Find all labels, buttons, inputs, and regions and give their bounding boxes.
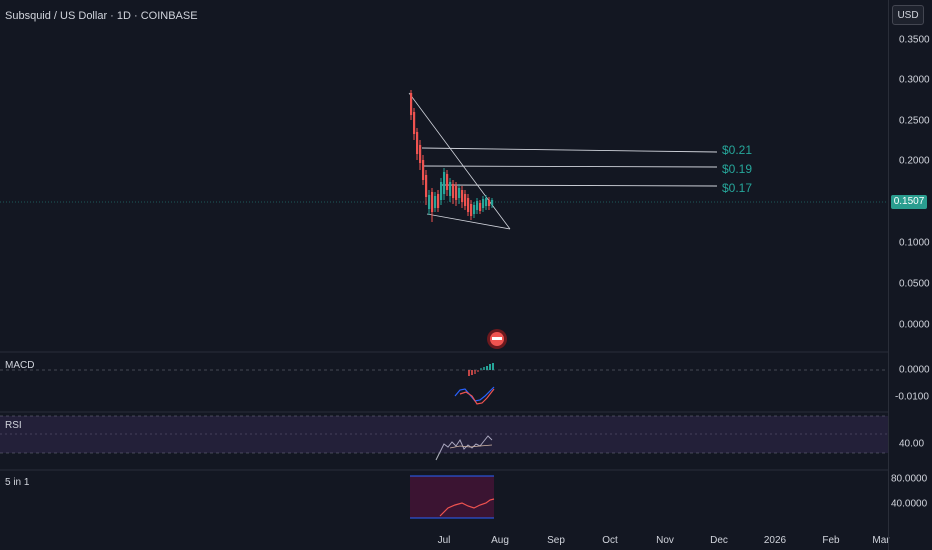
rsi-line [435, 435, 493, 461]
price-tick: 0.3500 [899, 34, 930, 46]
price-tick: 0.2000 [899, 155, 930, 167]
wedge-upper-trendline [408, 92, 511, 230]
target-label-017: $0.17 [722, 181, 753, 195]
last-price-badge: 0.1507 [891, 195, 927, 209]
target-label-021: $0.21 [722, 143, 753, 157]
candle [440, 182, 443, 200]
candle [491, 200, 494, 205]
rsi-band [0, 416, 888, 453]
symbol-title[interactable]: Subsquid / US Dollar · 1D · COINBASE [5, 10, 198, 22]
time-tick: Sep [547, 535, 565, 546]
target-line-019 [421, 165, 718, 168]
candle [410, 93, 413, 115]
macd-histogram [468, 363, 494, 376]
candle [422, 160, 425, 180]
candle [434, 196, 437, 208]
target-line-017 [439, 184, 718, 187]
time-tick: Mar [872, 535, 890, 546]
wedge-lower-trendline [426, 213, 511, 230]
time-tick: 2026 [763, 535, 787, 546]
five-in-one-zone [410, 476, 494, 518]
time-tick: Jul [437, 535, 451, 546]
candle [455, 186, 458, 200]
candle [428, 195, 431, 209]
time-tick: Feb [822, 535, 840, 546]
macd-tick: 0.0000 [899, 364, 930, 376]
candle [449, 182, 452, 196]
time-tick: Aug [491, 535, 509, 546]
time-tick: Oct [602, 535, 618, 546]
macd-signal-line [459, 388, 495, 405]
five-in-one-tick: 80.0000 [891, 473, 928, 485]
target-line-021 [421, 147, 718, 153]
candle [473, 205, 476, 214]
rsi-pane-label[interactable]: RSI [5, 420, 22, 431]
price-axis[interactable]: 0.3500 0.3000 0.2500 0.2000 0.1000 0.050… [888, 0, 932, 550]
chart-canvas [0, 90, 888, 519]
macd-pane-label[interactable]: MACD [5, 360, 35, 371]
five-in-one-tick: 40.0000 [891, 498, 928, 510]
candle [476, 201, 479, 210]
target-label-019: $0.19 [722, 162, 753, 176]
candle [479, 203, 482, 211]
price-tick: 0.1000 [899, 237, 930, 249]
five-in-one-pane-label[interactable]: 5 in 1 [5, 477, 30, 488]
candle [452, 184, 455, 198]
candle [458, 188, 461, 198]
time-tick: Dec [710, 535, 728, 546]
chart-area[interactable]: Subsquid / US Dollar · 1D · COINBASE MAC… [0, 0, 890, 550]
candle [413, 112, 416, 134]
rsi-ma-line [449, 444, 493, 449]
candle [425, 175, 428, 197]
alert-marker-icon [487, 329, 507, 349]
currency-button[interactable]: USD [892, 5, 924, 25]
candle [437, 194, 440, 208]
candle [461, 190, 464, 202]
candle [467, 198, 470, 212]
candle [482, 199, 485, 208]
candle [416, 132, 419, 154]
candlestick-series [410, 90, 494, 222]
price-tick: 0.2500 [899, 115, 930, 127]
rsi-tick: 40.00 [899, 438, 925, 450]
macd-tick: -0.0100 [895, 391, 929, 403]
price-tick: 0.0000 [899, 319, 930, 331]
candle [419, 145, 422, 163]
candle [488, 200, 491, 206]
candle [464, 194, 467, 206]
five-in-one-line [439, 498, 495, 517]
candle [431, 192, 434, 212]
price-tick: 0.0500 [899, 278, 930, 290]
price-tick: 0.3000 [899, 74, 930, 86]
candle [443, 172, 446, 194]
candle [485, 198, 488, 206]
candle [446, 174, 449, 190]
candle [470, 204, 473, 216]
time-tick: Nov [656, 535, 674, 546]
